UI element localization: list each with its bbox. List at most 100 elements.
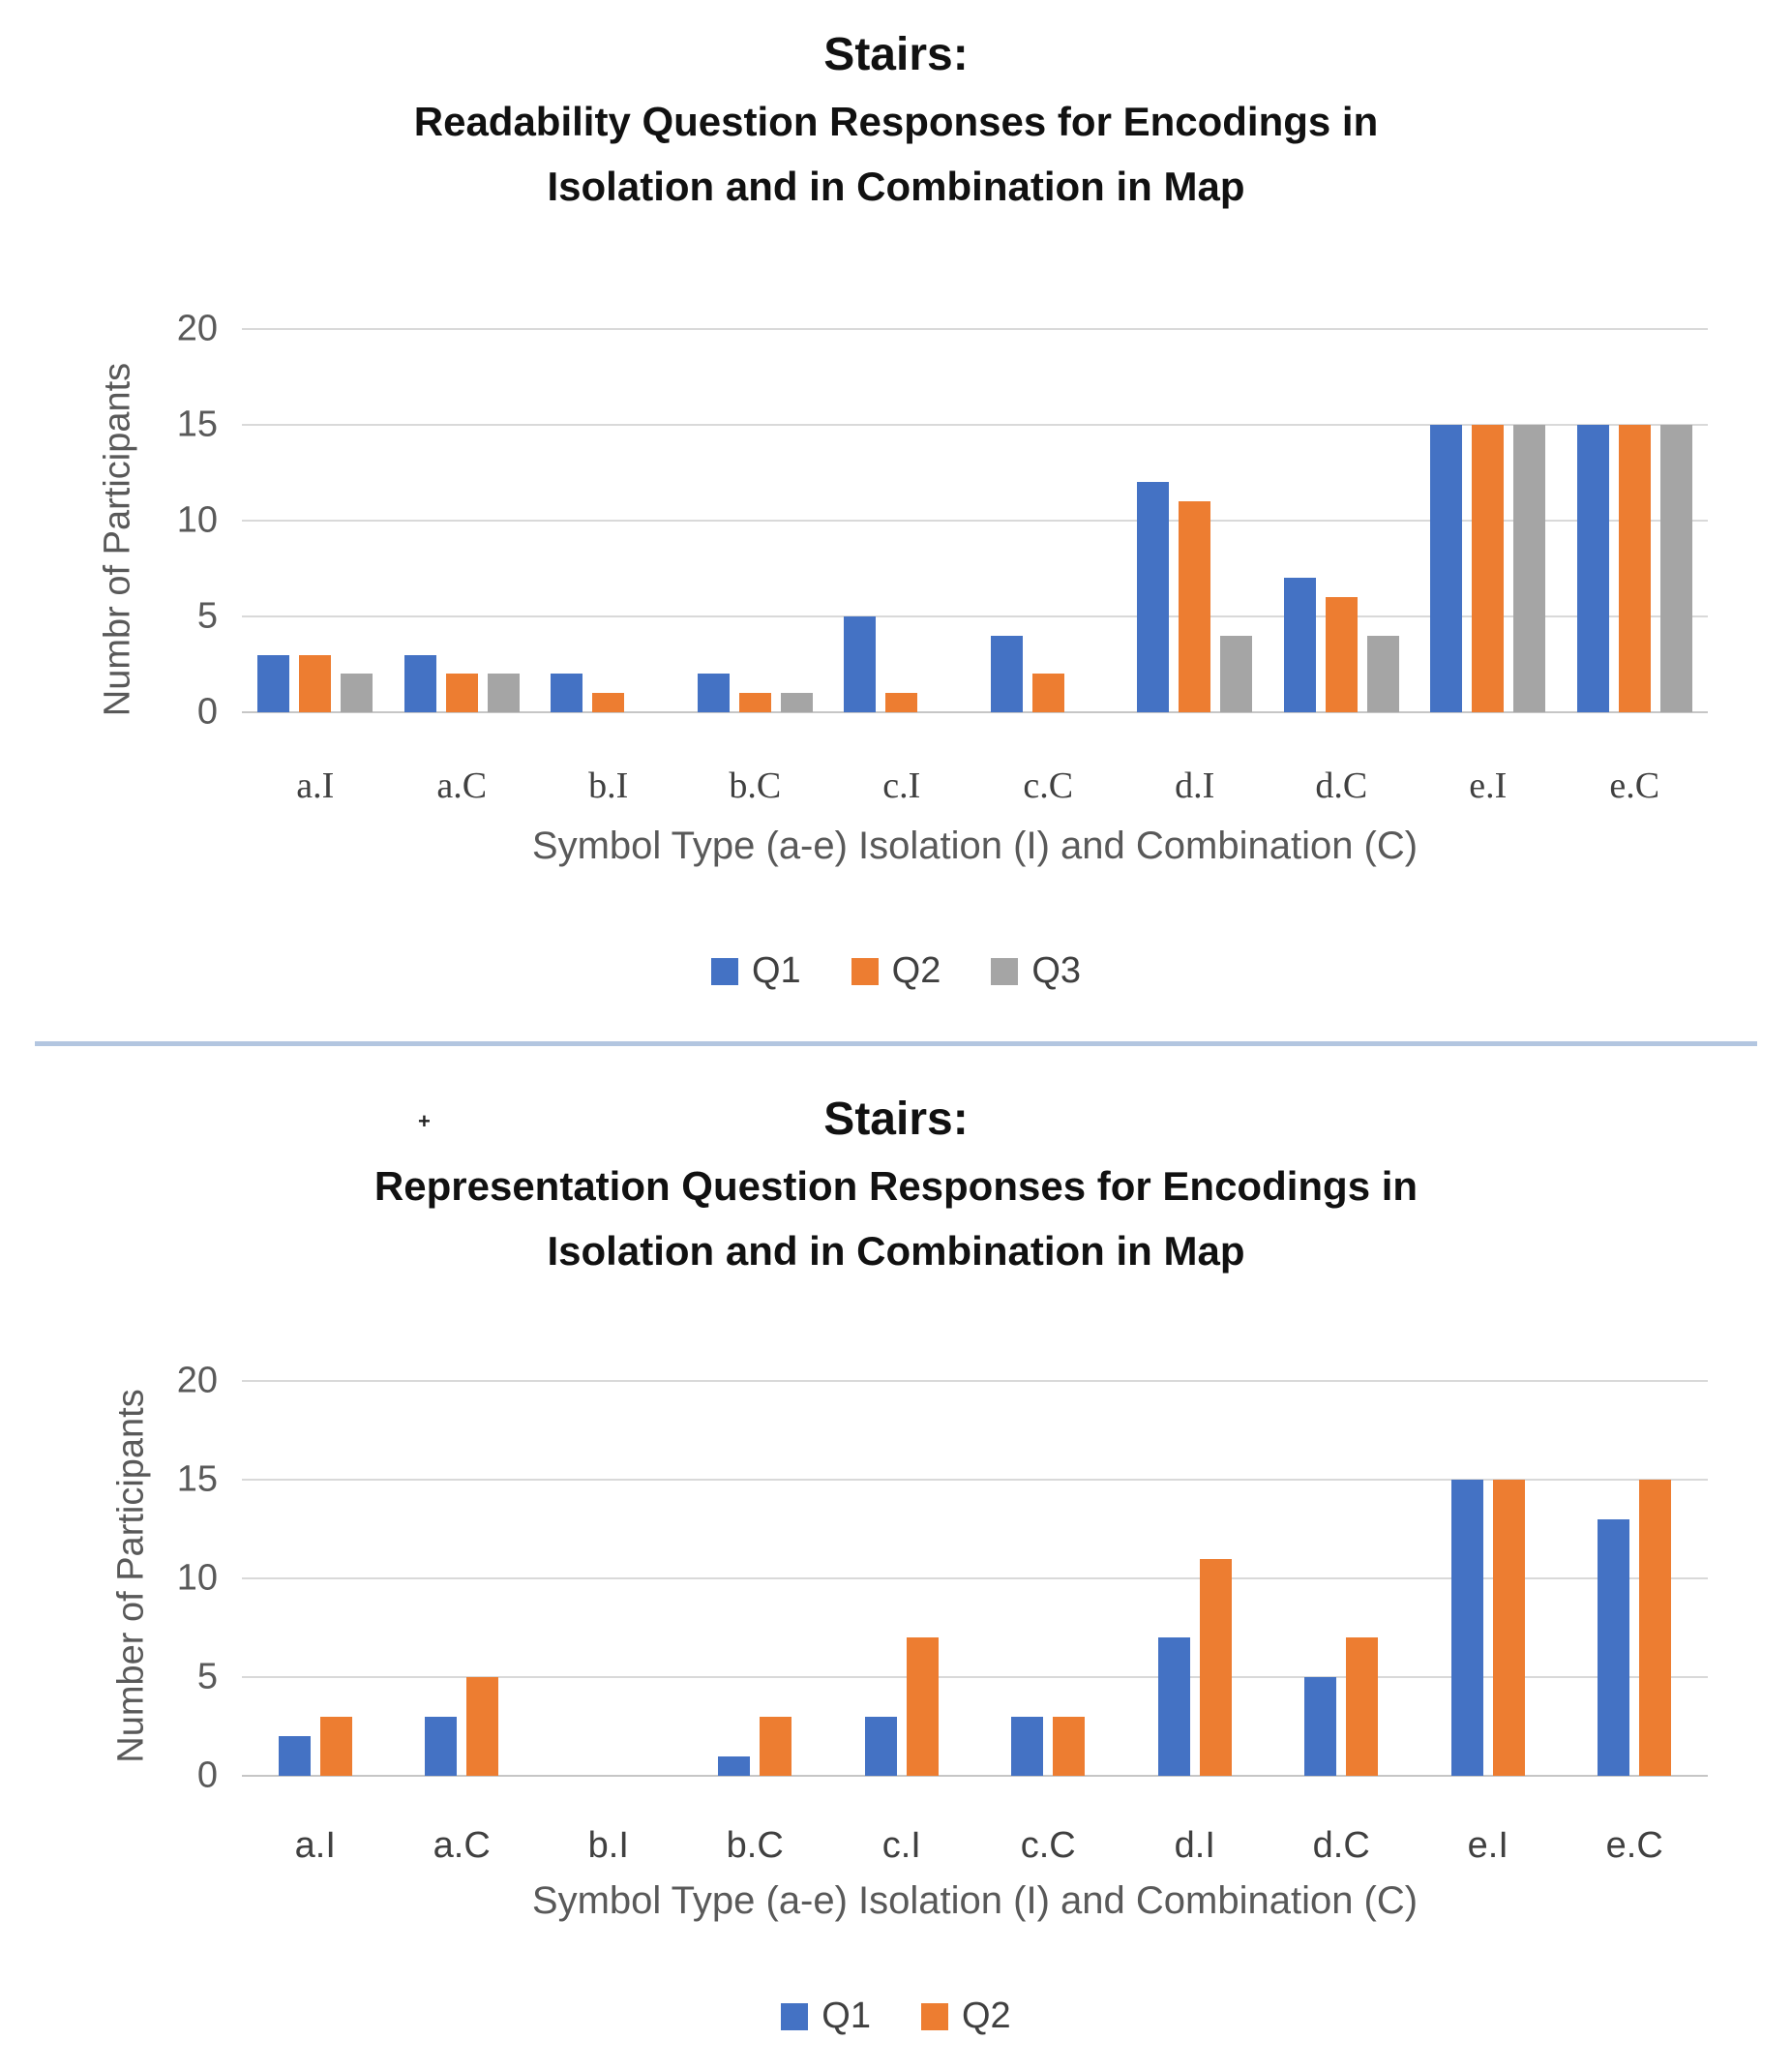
legend-item-Q3: Q3 xyxy=(991,950,1081,992)
x-axis-baseline xyxy=(242,711,1708,713)
plot-area xyxy=(242,1380,1708,1777)
bar-group-d.C xyxy=(1269,329,1416,712)
bar-Q2-c.I xyxy=(885,693,918,712)
bar-Q2-e.C xyxy=(1639,1480,1672,1776)
bar-Q1-e.C xyxy=(1598,1518,1630,1776)
bar-group-a.I xyxy=(242,329,389,712)
legend-swatch-Q1 xyxy=(710,957,738,985)
y-tick-label: 10 xyxy=(176,499,218,541)
category-label-e.I: e.I xyxy=(1467,1825,1508,1866)
bar-group-b.C xyxy=(682,1381,829,1776)
legend: Q1 Q2 xyxy=(0,1995,1792,2037)
bar-Q1-c.I xyxy=(844,616,877,712)
bar-group-d.I xyxy=(1121,329,1269,712)
bar-Q3-e.I xyxy=(1513,425,1546,712)
bar-group-c.C xyxy=(975,1381,1122,1776)
y-axis-ticks: 0 5 10 15 20 xyxy=(131,309,218,733)
bar-Q3-a.C xyxy=(487,674,520,712)
legend-swatch-Q2 xyxy=(851,957,879,985)
legend-swatch-Q2 xyxy=(921,2002,948,2030)
category-label-a.C: a.C xyxy=(436,765,488,806)
chart-title-line: Isolation and in Combination in Map xyxy=(547,1227,1245,1274)
bar-group-a.C xyxy=(389,329,536,712)
category-label-d.C: d.C xyxy=(1312,1825,1370,1866)
legend-item-Q1: Q1 xyxy=(710,950,801,992)
category-axis: a.I a.C b.I b.C c.I c.C d.I d.C e.I e.C xyxy=(242,1825,1708,1867)
bar-Q2-b.C xyxy=(760,1716,792,1776)
y-tick-label: 5 xyxy=(196,1656,218,1697)
category-label-d.I: d.I xyxy=(1175,765,1215,806)
plot-area xyxy=(242,328,1708,713)
legend: Q1 Q2 Q3 xyxy=(0,950,1792,992)
bar-Q3-a.I xyxy=(341,674,373,712)
category-label-b.I: b.I xyxy=(587,1825,629,1866)
bar-Q1-b.C xyxy=(718,1755,751,1776)
bar-group-c.I xyxy=(828,329,975,712)
bar-group-b.I xyxy=(535,329,682,712)
category-label-c.C: c.C xyxy=(1023,765,1074,806)
bar-group-a.I xyxy=(242,1381,389,1776)
bar-Q1-a.I xyxy=(278,1736,311,1776)
gridline xyxy=(242,520,1708,522)
y-tick-label: 0 xyxy=(196,691,218,733)
bar-Q1-a.I xyxy=(257,654,290,712)
gridline xyxy=(242,615,1708,617)
bar-Q1-b.I xyxy=(551,674,583,712)
bar-group-b.C xyxy=(682,329,829,712)
section-divider-line xyxy=(35,1041,1757,1046)
bar-groups xyxy=(242,1381,1708,1776)
chart-title-line: Readability Question Responses for Encod… xyxy=(413,98,1379,144)
x-axis-baseline xyxy=(242,1775,1708,1777)
bar-group-d.I xyxy=(1121,1381,1269,1776)
chart-title-line: Representation Question Responses for En… xyxy=(373,1162,1419,1209)
bar-Q2-a.I xyxy=(299,654,332,712)
bar-Q2-a.C xyxy=(466,1677,499,1776)
bar-Q2-d.C xyxy=(1346,1637,1379,1776)
bar-Q1-a.C xyxy=(425,1716,458,1776)
bar-group-a.C xyxy=(389,1381,536,1776)
chart-title-line: Stairs: xyxy=(823,1094,969,1145)
bar-groups xyxy=(242,329,1708,712)
bar-Q1-d.C xyxy=(1304,1677,1337,1776)
cursor-artifact-mark: + xyxy=(418,1109,431,1133)
bar-Q2-a.I xyxy=(319,1716,352,1776)
category-label-a.I: a.I xyxy=(296,765,335,806)
bar-Q1-b.C xyxy=(697,674,730,712)
bar-Q1-a.C xyxy=(403,654,436,712)
legend-swatch-Q3 xyxy=(991,957,1019,985)
readability-chart-title: Stairs: Readability Question Responses f… xyxy=(0,21,1792,219)
category-label-d.I: d.I xyxy=(1174,1825,1215,1866)
gridline xyxy=(242,1479,1708,1481)
category-label-c.C: c.C xyxy=(1020,1825,1076,1866)
bar-group-b.I xyxy=(535,1381,682,1776)
legend-label-Q2: Q2 xyxy=(891,950,941,991)
bar-group-c.I xyxy=(828,1381,975,1776)
bar-group-e.I xyxy=(1415,1381,1562,1776)
bar-Q2-d.C xyxy=(1325,597,1358,712)
x-axis-label: Symbol Type (a-e) Isolation (I) and Comb… xyxy=(531,825,1419,867)
bar-Q2-e.C xyxy=(1618,425,1651,712)
bar-Q1-d.I xyxy=(1137,482,1170,712)
x-axis-label: Symbol Type (a-e) Isolation (I) and Comb… xyxy=(531,1879,1419,1922)
legend-item-Q1: Q1 xyxy=(781,1995,871,2037)
bar-Q2-d.I xyxy=(1179,501,1211,712)
category-label-c.I: c.I xyxy=(881,1825,921,1866)
bar-Q1-c.C xyxy=(1011,1716,1044,1776)
legend-label-Q1: Q1 xyxy=(751,950,801,991)
gridline xyxy=(242,424,1708,426)
gridline xyxy=(242,328,1708,330)
bar-Q2-b.I xyxy=(592,693,625,712)
y-tick-label: 5 xyxy=(196,595,218,637)
y-axis-ticks: 0 5 10 15 20 xyxy=(131,1361,218,1796)
bar-Q1-c.I xyxy=(864,1716,897,1776)
category-label-e.C: e.C xyxy=(1605,1825,1663,1866)
bar-Q3-e.C xyxy=(1659,425,1692,712)
bar-group-c.C xyxy=(975,329,1122,712)
legend-item-Q2: Q2 xyxy=(921,1995,1011,2037)
category-label-e.C: e.C xyxy=(1609,765,1660,806)
bar-Q1-e.C xyxy=(1576,425,1609,712)
legend-swatch-Q1 xyxy=(781,2002,809,2030)
bar-Q2-c.C xyxy=(1031,674,1064,712)
chart-title-line: Isolation and in Combination in Map xyxy=(547,163,1245,209)
